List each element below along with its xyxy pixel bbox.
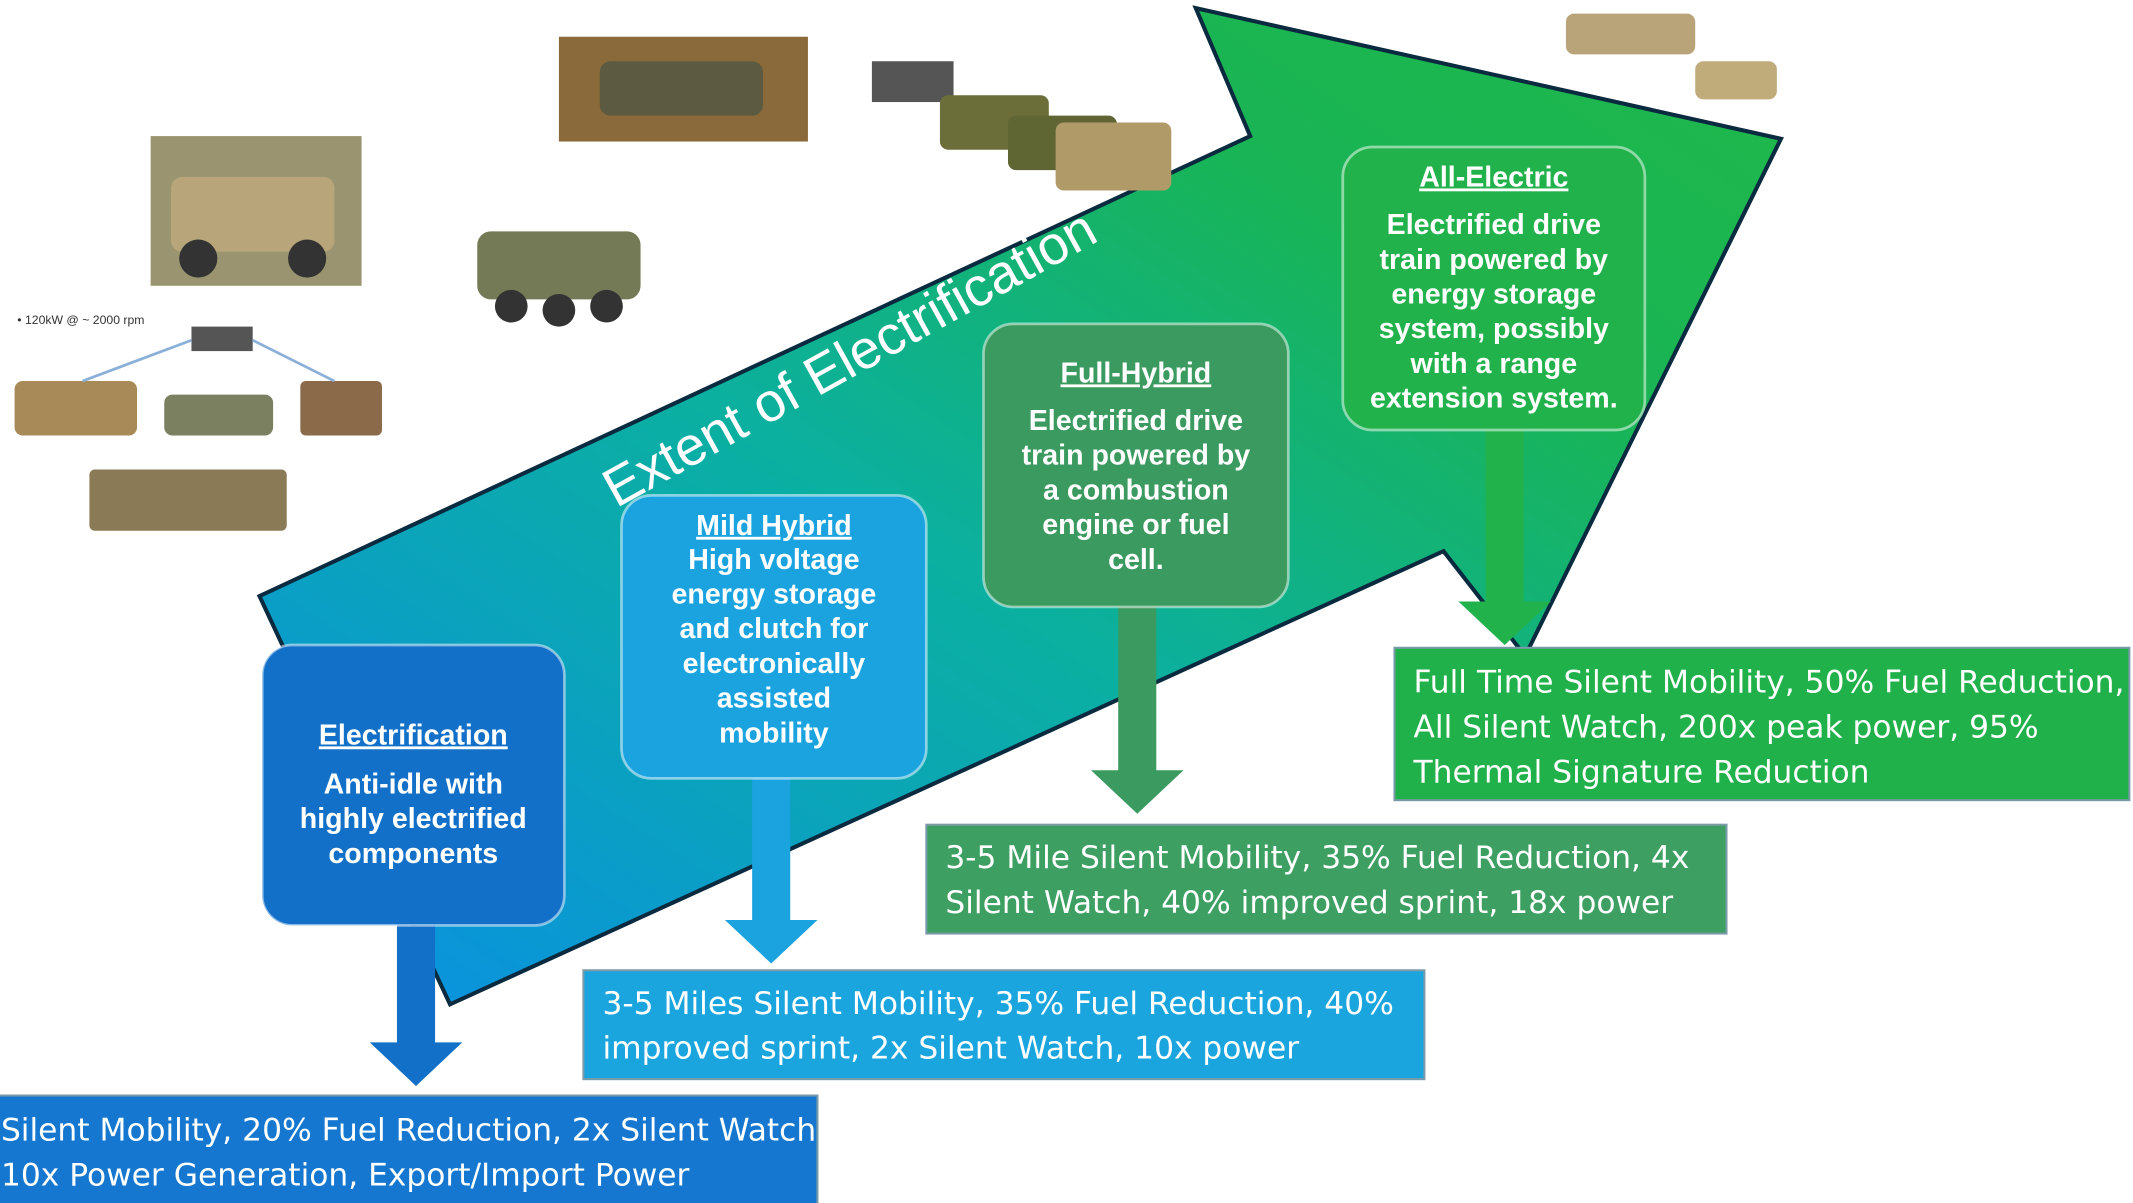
stage-title: All-Electric [1419,161,1568,193]
stage-description: High voltage [688,544,859,576]
outcome-text: improved sprint, 2x Silent Watch, 10x po… [602,1031,1299,1067]
arrow-shaft [397,925,435,1045]
stage-description: electronically [683,648,866,680]
outcome-text: 3-5 Mile Silent Mobility, 35% Fuel Reduc… [945,840,1689,876]
arrow-shaft [1118,607,1156,773]
stage-description: engine or fuel [1042,509,1229,541]
stage-description: Electrified drive [1029,405,1243,437]
outcome-text: 10x Power Generation, Export/Import Powe… [1,1157,690,1193]
outcome-text: All Silent Watch, 200x peak power, 95% [1414,710,2039,746]
stage-description: cell. [1108,544,1164,576]
stage-description: components [328,838,498,870]
stage-description: train powered by [1380,244,1609,276]
outcome-text: Silent Watch, 40% improved sprint, 18x p… [945,885,1673,921]
stage-description: mobility [719,717,829,749]
stage-title: Mild Hybrid [696,510,852,542]
stage-description: energy storage [672,579,877,611]
stage-description: and clutch for [679,613,868,645]
arrow-shaft [1486,430,1524,604]
stage-description: energy storage [1391,278,1596,310]
arrow-head [725,920,818,964]
stage-description: Anti-idle with [324,768,503,800]
stage-description: train powered by [1022,440,1251,472]
outcome-text: 3-5 Miles Silent Mobility, 35% Fuel Redu… [602,986,1393,1022]
arrow-head [1091,770,1184,814]
stage-description: system, possibly [1379,313,1609,345]
caption: • 120kW @ ~ 2000 rpm [17,313,144,327]
stage-title: Electrification [319,719,508,751]
stage-description: extension system. [1370,383,1618,415]
diagram: Extent of Electrification • 120kW @ ~ 20… [0,0,2133,1203]
stage-title: Full-Hybrid [1061,357,1212,389]
stage-description: a combustion [1043,474,1229,506]
outcome-text: Full Time Silent Mobility, 50% Fuel Redu… [1414,665,2125,701]
outcome-text: Thermal Signature Reduction [1413,754,1870,790]
outcome-text: Silent Mobility, 20% Fuel Reduction, 2x … [1,1112,826,1148]
stage-description: with a range [1409,348,1577,380]
arrow-head [370,1042,463,1086]
stage-description: highly electrified [300,803,527,835]
stage-description: Electrified drive [1387,209,1601,241]
arrow-shaft [752,778,790,922]
stage-description: assisted [717,683,831,715]
